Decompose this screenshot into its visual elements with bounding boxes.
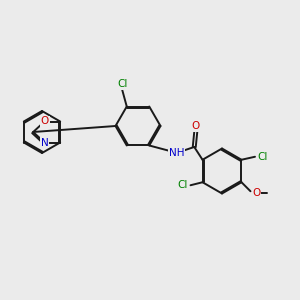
Text: Cl: Cl — [117, 79, 128, 89]
Text: Cl: Cl — [257, 152, 268, 162]
Text: Cl: Cl — [178, 180, 188, 190]
Text: NH: NH — [169, 148, 184, 158]
Text: O: O — [252, 188, 261, 198]
Text: O: O — [40, 116, 49, 127]
Text: O: O — [192, 121, 200, 131]
Text: N: N — [41, 137, 49, 148]
